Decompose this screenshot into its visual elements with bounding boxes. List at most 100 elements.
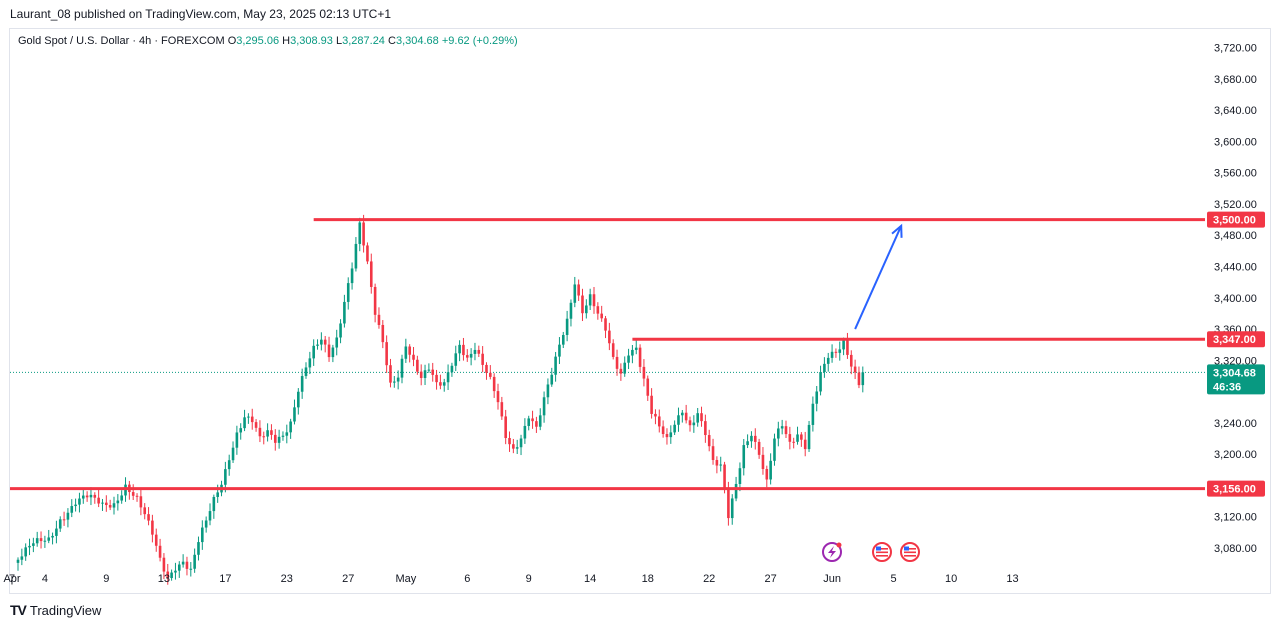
tradingview-logo-icon: TV <box>10 602 27 618</box>
open-value: 3,295.06 <box>236 35 280 47</box>
x-tick-label: 10 <box>945 573 957 585</box>
candle-body <box>412 354 415 360</box>
symbol-title[interactable]: Gold Spot / U.S. Dollar · 4h · FOREXCOM <box>18 35 225 47</box>
candle-body <box>631 349 634 356</box>
event-icons[interactable] <box>822 542 920 562</box>
flash-event-icon[interactable] <box>822 542 842 562</box>
x-tick-label: May <box>395 573 416 585</box>
x-tick-label: 4 <box>42 573 48 585</box>
candle-body <box>24 547 27 557</box>
candle-body <box>803 439 807 450</box>
candle-body <box>254 422 258 428</box>
candle-body <box>366 245 369 262</box>
y-tick-label: 3,600.00 <box>1214 136 1257 148</box>
candle-body <box>320 339 323 345</box>
chart-frame <box>9 28 1271 594</box>
candle-body <box>43 540 47 542</box>
candle-body <box>369 261 373 287</box>
candle-body <box>730 498 734 519</box>
candle-body <box>780 426 784 429</box>
candle-body <box>442 382 446 386</box>
candle-body <box>638 347 642 367</box>
x-tick-label: 22 <box>703 573 715 585</box>
y-tick-label: 3,080.00 <box>1214 543 1257 555</box>
candle-body <box>753 435 757 442</box>
candle-body <box>62 519 66 521</box>
x-tick-label: 13 <box>158 573 170 585</box>
footer-brand[interactable]: TV TradingView <box>10 602 101 618</box>
candle-body <box>477 349 481 354</box>
open-label: O <box>227 35 237 47</box>
x-tick-label: 27 <box>765 573 777 585</box>
price-tags: 3,500.00 3,347.00 3,156.00 3,304.68 46:36 <box>1207 211 1265 497</box>
candle-body <box>819 371 822 392</box>
candle-body <box>596 306 600 314</box>
candle-body <box>304 367 308 377</box>
candle-body <box>316 344 319 346</box>
candle-body <box>89 494 93 498</box>
candle-body <box>204 520 208 528</box>
candle-body <box>285 432 289 436</box>
candle-body <box>585 305 588 314</box>
candle-body <box>550 374 554 385</box>
candle-body <box>350 268 354 284</box>
price-axis[interactable]: 3,720.00 3,680.00 3,640.00 3,600.00 3,560.00… <box>1214 43 1257 555</box>
candle-body <box>769 460 772 480</box>
candle-body <box>20 556 24 560</box>
candle-body <box>861 372 865 386</box>
candle-body <box>688 420 692 426</box>
candle-body <box>508 438 511 445</box>
candle-body <box>761 454 765 469</box>
candle-body <box>81 495 85 499</box>
y-tick-label: 3,720.00 <box>1214 43 1257 55</box>
candle-body <box>51 535 54 538</box>
y-tick-label: 3,480.00 <box>1214 230 1257 242</box>
trend-arrow[interactable] <box>854 223 903 330</box>
candle-body <box>297 391 300 408</box>
candle-body <box>331 347 335 358</box>
candle-body <box>723 464 726 490</box>
candle-body <box>185 561 189 569</box>
candle-body <box>293 407 296 422</box>
us-flag-event-icon[interactable] <box>900 542 920 562</box>
y-tick-label: 3,440.00 <box>1214 262 1257 274</box>
close-value: 3,304.68 <box>395 35 439 47</box>
y-tick-label: 3,520.00 <box>1214 199 1257 211</box>
candle-body <box>247 416 250 418</box>
candle-body <box>435 374 438 383</box>
levels-layer[interactable] <box>10 218 1205 491</box>
candle-body <box>750 435 753 442</box>
candle-body <box>773 438 776 461</box>
candle-body <box>619 368 623 374</box>
candle-body <box>416 359 419 372</box>
candle-body <box>581 295 584 314</box>
candle-body <box>158 545 162 558</box>
us-flag-event-icon[interactable] <box>872 542 892 562</box>
candle-body <box>588 294 592 306</box>
candle-body <box>592 294 596 307</box>
candle-body <box>174 570 177 573</box>
candle-body <box>535 421 538 427</box>
x-tick-label: 6 <box>464 573 470 585</box>
candle-body <box>373 286 377 315</box>
candle-body <box>815 391 819 404</box>
candle-body <box>400 358 404 378</box>
candle-body <box>473 349 477 354</box>
candle-body <box>343 301 346 324</box>
current-price-tag <box>1207 364 1265 395</box>
candle-body <box>704 421 707 436</box>
candle-body <box>558 344 561 357</box>
candle-body <box>93 494 97 498</box>
candle-body <box>512 444 515 449</box>
x-tick-label: 7 <box>9 573 15 585</box>
candle-body <box>231 447 235 461</box>
candle-body <box>604 318 607 331</box>
publisher-line: Laurant_08 published on TradingView.com,… <box>10 7 392 21</box>
candle-body <box>634 347 638 350</box>
candle-body <box>608 330 611 344</box>
candle-body <box>800 434 803 440</box>
candle-body <box>377 314 381 325</box>
x-tick-label: 23 <box>281 573 293 585</box>
